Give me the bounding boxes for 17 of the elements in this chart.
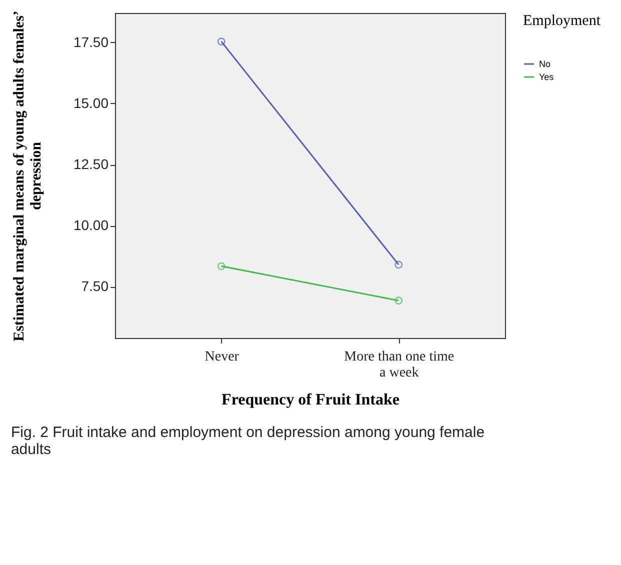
y-axis-title: Estimated marginal means of young adults females’ depression [11,10,44,342]
point [394,296,403,305]
legend-label: Yes [539,72,554,82]
legend-title: Employment [523,13,602,29]
point [394,260,403,269]
y-tick-label: 7.50 [81,278,109,294]
x-tick-label: Never [204,350,240,364]
y-tick-label: 15.00 [73,94,109,111]
y-tick-label: 17.50 [73,34,109,50]
y-tick-label: 12.50 [73,156,109,172]
x-tick-label: More than one time a week [344,350,454,380]
point [217,262,226,270]
point [217,38,226,46]
x-axis-title: Frequency of Fruit Intake [222,392,400,408]
legend-label: No [539,59,551,69]
y-tick-label: 10.00 [73,217,109,234]
caption: Fig. 2 Fruit intake and employment on depression among young female adults [10,424,485,458]
